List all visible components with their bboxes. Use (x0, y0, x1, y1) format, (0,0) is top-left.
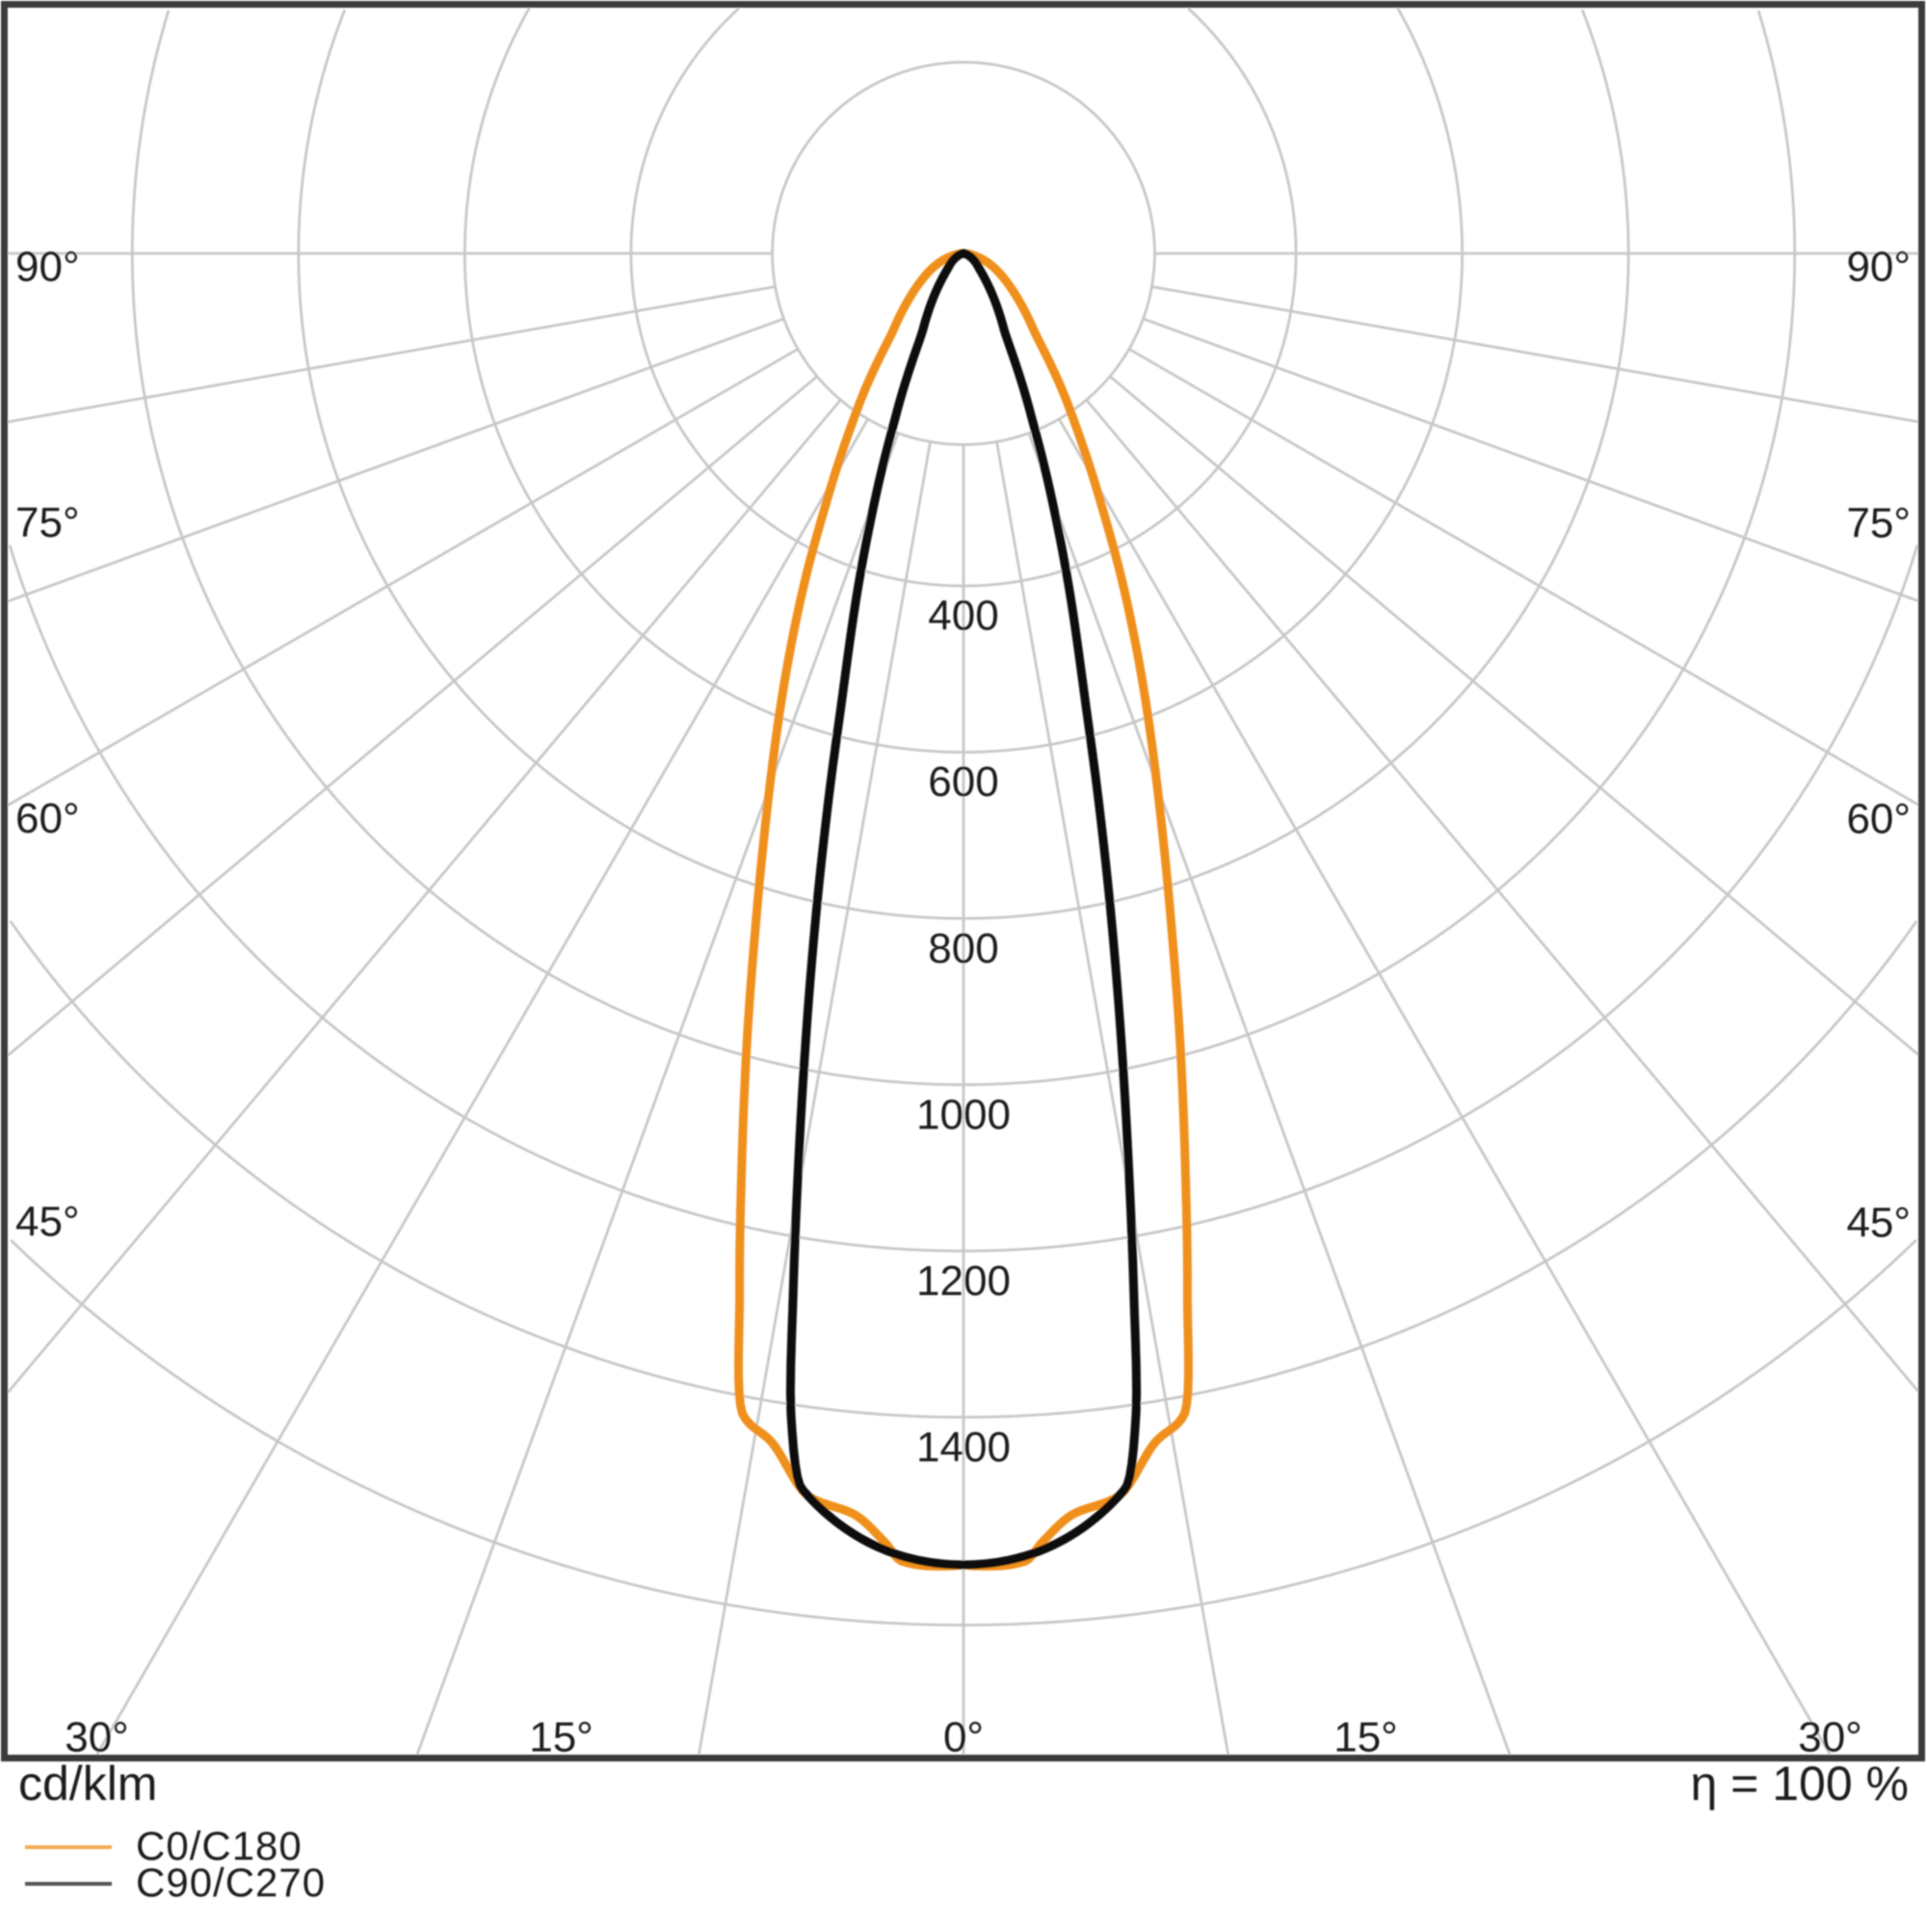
svg-text:1000: 1000 (916, 1091, 1011, 1138)
svg-text:800: 800 (928, 925, 998, 972)
svg-text:75°: 75° (15, 499, 80, 546)
svg-text:45°: 45° (15, 1199, 80, 1246)
svg-text:C90/C270: C90/C270 (136, 1860, 326, 1905)
svg-text:400: 400 (928, 593, 998, 640)
svg-text:30°: 30° (65, 1714, 129, 1761)
svg-text:15°: 15° (1333, 1714, 1398, 1761)
svg-text:90°: 90° (15, 244, 80, 291)
svg-text:60°: 60° (1846, 795, 1911, 842)
svg-text:45°: 45° (1846, 1200, 1911, 1247)
svg-text:1200: 1200 (916, 1257, 1011, 1305)
svg-text:600: 600 (928, 758, 998, 806)
svg-text:75°: 75° (1846, 499, 1911, 546)
svg-text:0°: 0° (943, 1714, 984, 1761)
svg-text:cd/klm: cd/klm (18, 1757, 157, 1811)
svg-text:60°: 60° (15, 795, 80, 842)
svg-text:15°: 15° (529, 1714, 594, 1761)
svg-text:η = 100 %: η = 100 % (1690, 1757, 1909, 1811)
svg-text:1400: 1400 (916, 1423, 1011, 1470)
svg-text:90°: 90° (1846, 244, 1911, 291)
svg-text:30°: 30° (1798, 1714, 1862, 1761)
